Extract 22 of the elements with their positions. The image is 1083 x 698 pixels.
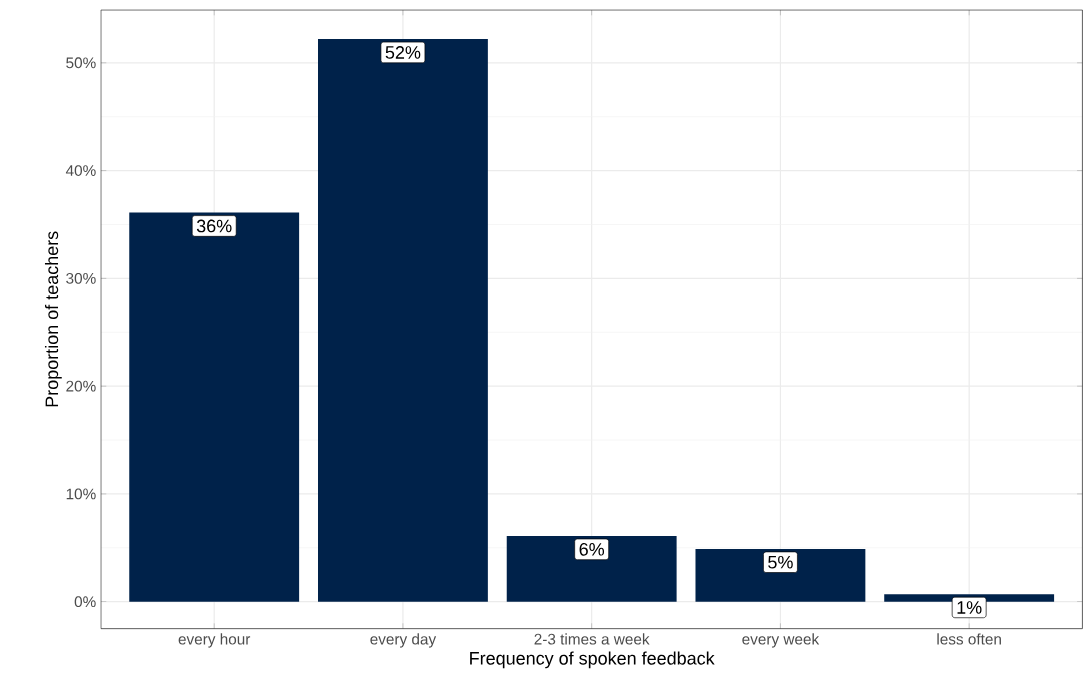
y-tick-label: 0% — [74, 596, 96, 608]
bar — [318, 39, 488, 602]
data-label: 6% — [579, 543, 605, 556]
x-tick-label: every week — [742, 633, 820, 648]
data-label: 36% — [196, 219, 232, 233]
x-tick-label: 2-3 times a week — [534, 633, 650, 645]
y-tick-label: 40% — [65, 165, 96, 177]
data-label: 1% — [957, 601, 982, 614]
x-axis-title: Frequency of spoken feedback — [470, 651, 715, 669]
y-tick-label: 50% — [66, 57, 96, 69]
y-tick-label: 10% — [66, 488, 96, 500]
x-tick-label: every day — [370, 633, 437, 648]
x-tick-label: every hour — [178, 633, 251, 648]
y-axis-title: Proportion of teachers — [44, 231, 62, 407]
y-tick-label: 20% — [66, 380, 96, 392]
bar — [506, 536, 677, 602]
y-tick-label: 30% — [66, 273, 96, 284]
x-tick-label: less often — [937, 633, 1001, 645]
data-label: 5% — [768, 556, 793, 569]
bar — [695, 549, 866, 602]
data-label: 52% — [385, 46, 421, 59]
bar — [129, 212, 300, 602]
